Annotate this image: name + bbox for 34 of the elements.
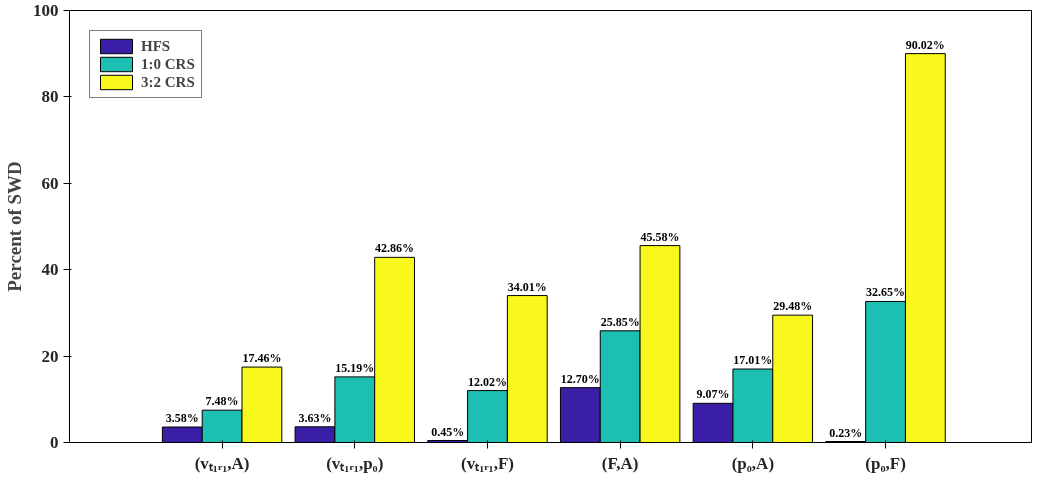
data-label: 3.58% bbox=[165, 411, 199, 426]
y-tick-label: 20 bbox=[41, 346, 59, 366]
data-label: 3.63% bbox=[298, 410, 332, 425]
legend-label: 1:0 CRS bbox=[141, 55, 195, 73]
data-label: 29.48% bbox=[773, 299, 813, 314]
data-label: 7.48% bbox=[205, 394, 239, 409]
data-label: 90.02% bbox=[905, 37, 945, 52]
data-label: 34.01% bbox=[507, 279, 547, 294]
x-tick-label: (vₜ₁ᵣ₁,F) bbox=[460, 453, 514, 473]
data-label: 42.86% bbox=[375, 241, 415, 256]
data-label: 17.01% bbox=[733, 353, 773, 368]
legend-label: 3:2 CRS bbox=[141, 73, 195, 91]
data-label: 45.58% bbox=[640, 229, 680, 244]
data-label: 15.19% bbox=[335, 360, 375, 375]
x-tick-label: (vₜ₁ᵣ₁,p₀) bbox=[326, 453, 384, 473]
data-label: 9.07% bbox=[696, 387, 730, 402]
y-tick-label: 60 bbox=[41, 173, 59, 193]
data-label: 25.85% bbox=[600, 314, 640, 329]
x-tick-label: (p₀,A) bbox=[731, 453, 775, 473]
data-label: 12.70% bbox=[560, 371, 600, 386]
y-tick-label: 80 bbox=[41, 87, 59, 107]
y-tick-label: 0 bbox=[50, 433, 59, 452]
y-tick-label: 40 bbox=[41, 260, 59, 280]
x-tick-label: (p₀,F) bbox=[865, 453, 906, 473]
y-axis-title: Percent of SWD bbox=[4, 161, 25, 292]
x-tick-label: (vₜ₁ᵣ₁,A) bbox=[194, 453, 250, 473]
data-label: 12.02% bbox=[467, 374, 507, 389]
x-tick-label: (F,A) bbox=[601, 453, 639, 473]
data-label: 32.65% bbox=[866, 285, 906, 300]
y-tick-label: 100 bbox=[33, 1, 59, 20]
legend-label: HFS bbox=[141, 37, 171, 55]
data-label: 17.46% bbox=[242, 351, 282, 366]
data-label: 0.45% bbox=[431, 424, 465, 439]
data-label: 0.23% bbox=[829, 425, 863, 440]
